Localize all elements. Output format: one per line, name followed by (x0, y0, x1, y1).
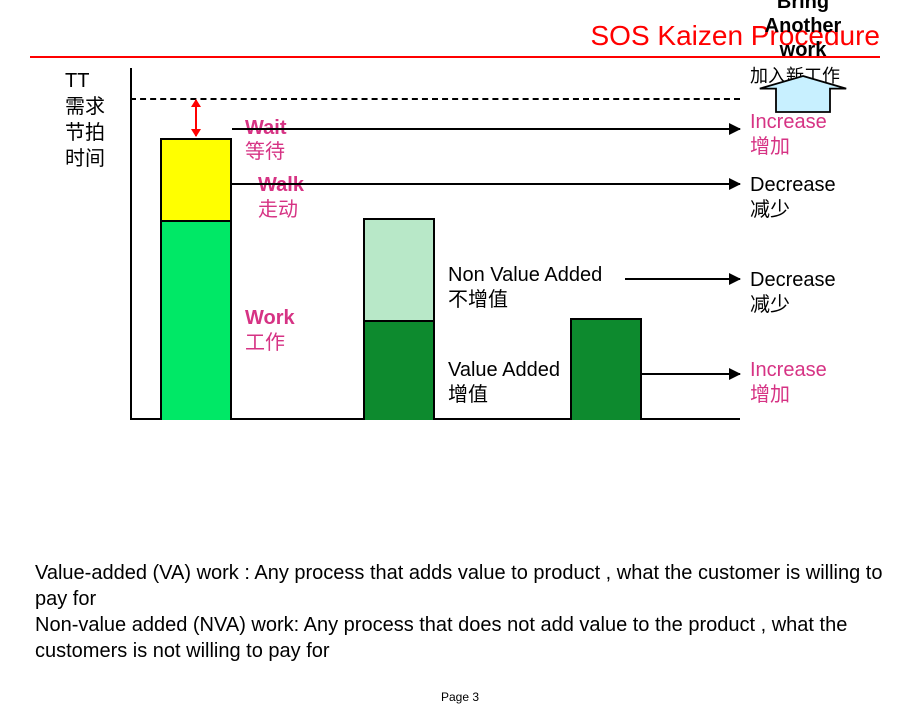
walk-label-en: Walk (258, 173, 304, 197)
bar-segment (162, 140, 230, 220)
bring-l2: Another (765, 15, 842, 37)
bar-segment (365, 320, 433, 420)
bring-arrow-icon (758, 74, 848, 114)
y-axis-label: TT 需求 节拍 时间 (65, 68, 105, 172)
page-number: Page 3 (0, 690, 920, 704)
bar-1 (160, 138, 232, 418)
decrease-2-en: Decrease (750, 268, 836, 292)
bar-segment (365, 220, 433, 320)
work-label-en: Work (245, 306, 295, 330)
decrease-1-en: Decrease (750, 173, 836, 197)
bar-3 (570, 318, 642, 418)
bar-segment (572, 320, 640, 420)
va-definition: Value-added (VA) work : Any process that… (35, 562, 882, 610)
work-label-cn: 工作 (245, 331, 285, 355)
increase-2-en: Increase (750, 358, 827, 382)
tt-cn-3: 时间 (65, 148, 105, 170)
tt-line (130, 98, 740, 100)
increase-2-cn: 增加 (750, 383, 790, 407)
bring-l1: Bring (777, 0, 829, 13)
nva-label-cn: 不增值 (448, 288, 508, 312)
tt-cn-2: 节拍 (65, 122, 105, 144)
va-label-en: Value Added (448, 358, 560, 382)
bar-segment (162, 220, 230, 420)
arrow-va (642, 373, 740, 375)
nva-definition: Non-value added (NVA) work: Any process … (35, 614, 847, 662)
walk-label-cn: 走动 (258, 198, 298, 222)
arrow-nva (625, 278, 740, 280)
tt-cn-1: 需求 (65, 96, 105, 118)
decrease-1-cn: 减少 (750, 198, 790, 222)
gap-arrow (195, 100, 197, 136)
footer-definitions: Value-added (VA) work : Any process that… (35, 560, 885, 664)
arrow-wait (232, 128, 740, 130)
y-axis (130, 68, 132, 418)
increase-1-cn: 增加 (750, 135, 790, 159)
chart: TT 需求 节拍 时间 Wait 等待 Walk 走动 Work 工作 Non … (30, 68, 890, 498)
decrease-2-cn: 减少 (750, 293, 790, 317)
bring-heading: Bring Another work (738, 0, 868, 62)
nva-label-en: Non Value Added (448, 263, 602, 287)
wait-label-cn: 等待 (245, 140, 285, 164)
va-label-cn: 增值 (448, 383, 488, 407)
bar-2 (363, 218, 435, 418)
bring-l3: work (780, 39, 827, 61)
arrow-walk (232, 183, 740, 185)
tt-label: TT (65, 70, 89, 92)
